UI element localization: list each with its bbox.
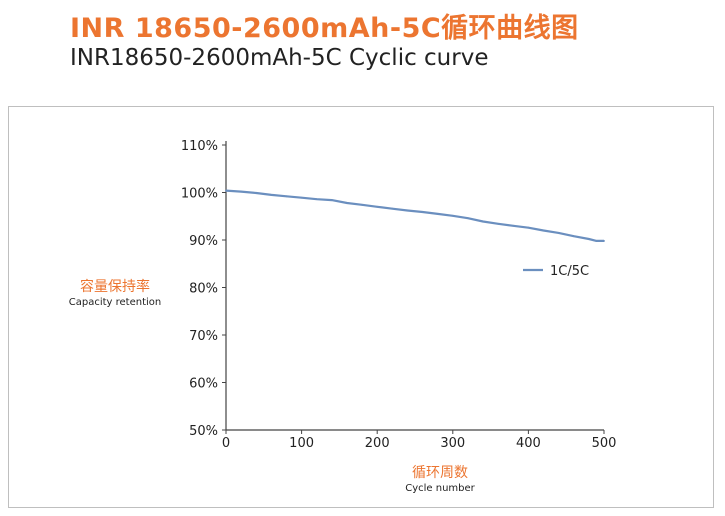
y-axis-label-cn: 容量保持率 (80, 279, 150, 295)
y-axis-label: 容量保持率 Capacity retention (60, 276, 170, 308)
y-tick-label: 50% (189, 424, 218, 439)
data-point (572, 235, 575, 238)
data-point (542, 229, 545, 232)
chart-subtitle: INR18650-2600mAh-5C Cyclic curve (70, 45, 489, 71)
x-tick-label: 500 (592, 436, 617, 451)
x-axis-label: 循环周数 Cycle number (380, 462, 500, 494)
chart-title: INR 18650-2600mAh-5C循环曲线图 (70, 13, 579, 44)
data-point (421, 211, 424, 213)
data-point (436, 212, 439, 215)
data-point (300, 196, 303, 199)
data-point (330, 199, 333, 202)
data-point (557, 231, 560, 234)
data-point (482, 220, 484, 223)
y-tick-label: 80% (189, 282, 218, 297)
data-point (595, 240, 598, 242)
data-point (467, 217, 469, 220)
chart-panel (8, 106, 714, 508)
x-tick-label: 0 (222, 436, 230, 451)
data-point (512, 224, 515, 227)
x-tick-label: 300 (440, 436, 465, 451)
x-axis-label-en: Cycle number (405, 483, 475, 494)
y-tick-label: 60% (189, 377, 218, 392)
data-point (376, 205, 379, 208)
x-tick-label: 400 (516, 436, 541, 451)
data-point (391, 207, 394, 210)
series-line (225, 189, 604, 242)
data-point (587, 238, 590, 240)
y-tick-label: 100% (181, 187, 218, 202)
data-point (497, 222, 500, 225)
y-tick-label: 110% (181, 139, 218, 154)
chart-ticks: 50% 60% 70% 80% 90% 100% 110% 0 100 200 300 400 500 (181, 139, 617, 451)
x-tick-label: 100 (289, 436, 314, 451)
chart-plot-area (225, 189, 605, 242)
data-point (240, 190, 243, 193)
x-axis-label-cn: 循环周数 (412, 465, 468, 481)
y-tick-label: 70% (189, 329, 218, 344)
data-point (451, 214, 454, 217)
data-point (315, 198, 318, 201)
legend-label: 1C/5C (550, 264, 589, 279)
y-axis-label-en: Capacity retention (68, 297, 162, 308)
y-tick-label: 90% (189, 234, 218, 249)
data-point (255, 192, 258, 194)
chart-legend: 1C/5C (523, 264, 589, 279)
data-point (361, 203, 363, 206)
chart-axes (225, 141, 604, 431)
x-tick-label: 200 (365, 436, 390, 451)
data-point (603, 240, 605, 242)
data-point (270, 193, 273, 196)
data-point (225, 189, 227, 192)
data-point (406, 209, 409, 212)
data-point (346, 202, 348, 204)
data-point (527, 226, 530, 229)
data-point (285, 195, 288, 198)
data-point (232, 190, 235, 192)
